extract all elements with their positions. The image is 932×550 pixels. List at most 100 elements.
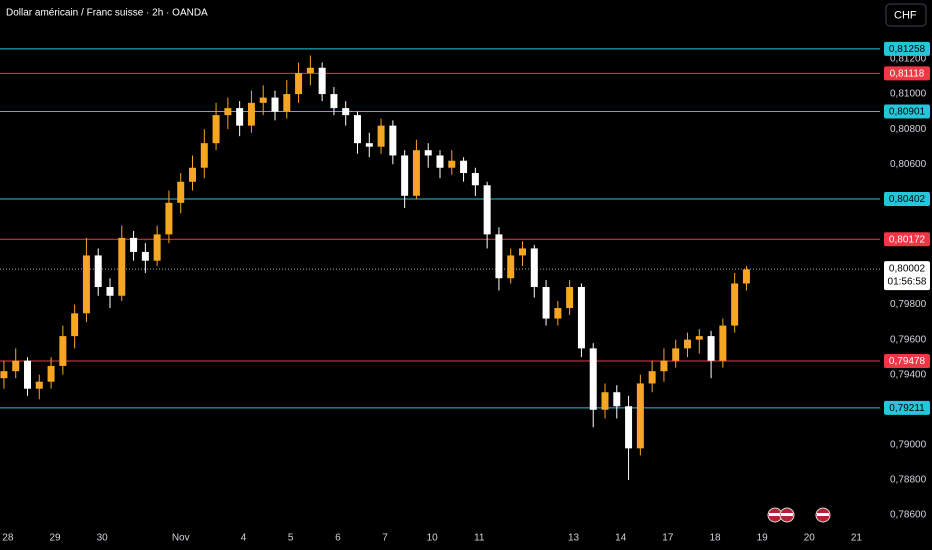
candle-body [224, 108, 232, 116]
x-tick-label: 20 [804, 533, 816, 544]
currency-button-frame[interactable] [885, 3, 927, 27]
candle-body [24, 360, 31, 389]
last-price-label: 0,80002 [889, 264, 926, 275]
candle-body [389, 125, 397, 156]
candle-body [236, 108, 244, 126]
candle-body [660, 360, 668, 372]
candle-body [35, 381, 43, 389]
candle-body [731, 283, 739, 326]
event-icon-stripe [769, 513, 781, 516]
candle-body [742, 269, 750, 284]
candle-body [519, 248, 526, 256]
candle-body [318, 67, 326, 95]
candle-body [636, 383, 644, 449]
level-label-box [884, 400, 930, 415]
last-price-box [884, 261, 930, 291]
candle-body [577, 286, 585, 349]
y-tick-label: 0,78600 [890, 510, 927, 521]
candle-body [566, 286, 574, 309]
x-tick-label: 17 [662, 533, 674, 544]
candle-body [412, 150, 420, 196]
x-tick-label: 10 [427, 533, 439, 544]
level-label: 0,80172 [889, 234, 926, 245]
candle-body [271, 97, 279, 112]
level-label-box [884, 66, 930, 81]
candle-body [306, 67, 314, 74]
candle-body [530, 248, 538, 287]
candle-body [189, 167, 196, 182]
level-label: 0,80901 [889, 107, 926, 118]
candle-body [71, 313, 79, 337]
candle-body [613, 392, 621, 407]
level-label: 0,81258 [889, 44, 926, 55]
x-tick-label: 29 [49, 533, 61, 544]
y-tick-label: 0,79000 [890, 439, 927, 450]
candle-body [625, 406, 633, 449]
candle-body [47, 365, 55, 382]
plot-area [0, 48, 880, 480]
level-label: 0,80402 [889, 194, 926, 205]
candle-body [589, 348, 597, 410]
level-label-box [884, 41, 930, 56]
candle-body [471, 172, 479, 186]
event-icon-stripe [781, 513, 793, 516]
x-tick-label: 28 [2, 533, 14, 544]
candle-body [684, 339, 691, 349]
level-label-box [884, 191, 930, 206]
x-tick-label: 14 [615, 533, 627, 544]
candle-body [436, 155, 444, 168]
candle-body [448, 160, 456, 168]
x-tick-label: Nov [172, 533, 190, 544]
candle-body [542, 286, 550, 319]
x-tick-label: 6 [335, 533, 341, 544]
candle-body [672, 348, 680, 361]
candle-body [153, 234, 161, 261]
y-tick-label: 0,78800 [890, 475, 927, 486]
currency-button-label[interactable]: CHF [894, 9, 917, 21]
candle-body [82, 255, 90, 314]
level-label-box [884, 354, 930, 369]
candle-body [354, 115, 361, 144]
candle-body [212, 115, 220, 144]
candle-body [283, 94, 291, 112]
x-tick-label: 18 [709, 533, 721, 544]
candle-body [12, 360, 20, 372]
candle-body [165, 202, 173, 235]
x-tick-label: 5 [288, 533, 294, 544]
candle-body [483, 185, 491, 235]
candle-body [424, 150, 432, 156]
level-label: 0,79211 [889, 403, 925, 414]
candle-body [94, 255, 102, 287]
candle-body [0, 371, 8, 379]
currency-button[interactable]: CHF [885, 3, 927, 27]
candle-body [507, 255, 515, 279]
y-tick-label: 0,79400 [890, 369, 927, 380]
x-tick-label: 13 [568, 533, 580, 544]
event-icons[interactable] [767, 507, 831, 523]
candle-body [648, 371, 656, 384]
y-tick-label: 0,79800 [890, 299, 927, 310]
x-tick-label: 19 [757, 533, 769, 544]
candle-body [330, 94, 338, 109]
event-icon-stripe [817, 513, 829, 516]
candle-body [695, 336, 703, 340]
candle-body [719, 325, 727, 361]
candle-body [601, 392, 609, 410]
x-tick-label: 30 [97, 533, 109, 544]
x-tick-label: 21 [851, 533, 863, 544]
candle-body [495, 234, 503, 279]
candle-body [59, 336, 67, 366]
candle-body [130, 237, 138, 252]
level-label-box [884, 104, 930, 119]
y-tick-label: 0,80600 [890, 159, 927, 170]
candle-body [401, 155, 409, 196]
candle-body [177, 181, 185, 203]
candle-body [377, 125, 385, 147]
candle-body [200, 143, 208, 168]
candle-body [259, 97, 267, 103]
x-tick-label: 7 [382, 533, 388, 544]
y-tick-label: 0,81000 [890, 89, 927, 100]
candle-body [118, 237, 126, 296]
